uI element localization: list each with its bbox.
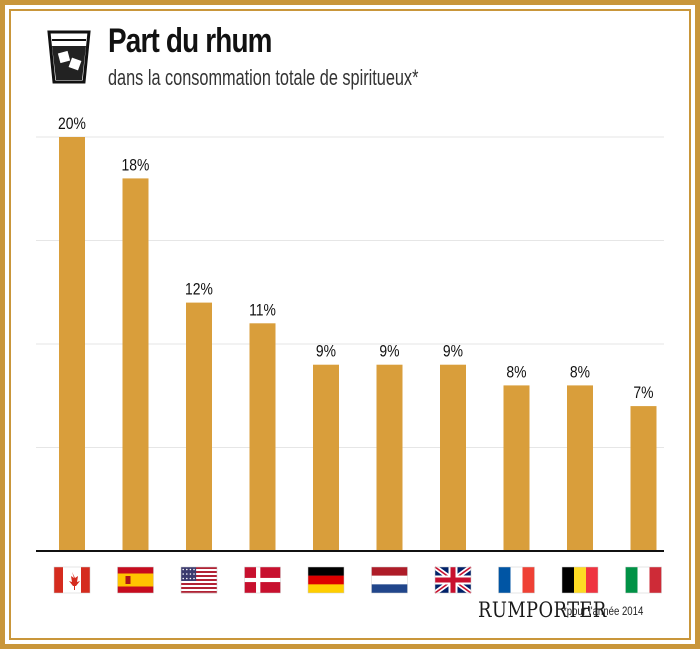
flag-canada-icon	[53, 566, 91, 594]
chart-title: Part du rhum	[108, 22, 272, 60]
inner-frame	[9, 9, 691, 640]
bar	[59, 137, 85, 551]
flag-usa-icon	[180, 566, 218, 594]
flag-germany-icon	[307, 566, 345, 594]
bar	[186, 302, 212, 551]
flag-netherlands-icon	[371, 566, 408, 594]
bar-value-label: 8%	[506, 363, 526, 382]
bar-value-label: 8%	[570, 363, 590, 382]
flag-uk-icon	[433, 564, 473, 596]
bar	[313, 364, 339, 551]
flag-denmark-icon	[244, 566, 281, 594]
bar-value-label: 20%	[58, 115, 86, 134]
bar-value-label: 9%	[443, 342, 463, 361]
bar	[249, 323, 276, 551]
bar-value-label: 11%	[249, 301, 276, 320]
bar-value-label: 12%	[185, 280, 213, 299]
flag-belgium-icon	[561, 566, 599, 594]
bar	[567, 385, 593, 551]
flag-spain-icon	[117, 566, 154, 594]
flag-france-icon	[498, 566, 535, 594]
bar	[122, 178, 149, 551]
country-flags	[53, 564, 662, 596]
footnote: *pour l'année 2014	[563, 604, 644, 618]
whisky-glass-icon	[47, 30, 91, 84]
bar	[503, 385, 530, 551]
bar	[630, 406, 657, 551]
brand-logo: RUMPORTER	[478, 598, 607, 622]
chart-subtitle: dans la consommation totale de spiritueu…	[108, 65, 419, 90]
bar-value-label: 18%	[122, 156, 150, 175]
bars	[59, 137, 657, 551]
flag-italy-icon	[625, 566, 662, 594]
bar	[440, 364, 466, 551]
bar-value-label: 9%	[379, 342, 399, 361]
bar	[376, 364, 403, 551]
bar-value-label: 9%	[316, 342, 336, 361]
bar-value-label: 7%	[633, 384, 653, 403]
value-labels: 20% 18% 12% 11% 9% 9% 9% 8% 8% 7%	[58, 115, 654, 403]
